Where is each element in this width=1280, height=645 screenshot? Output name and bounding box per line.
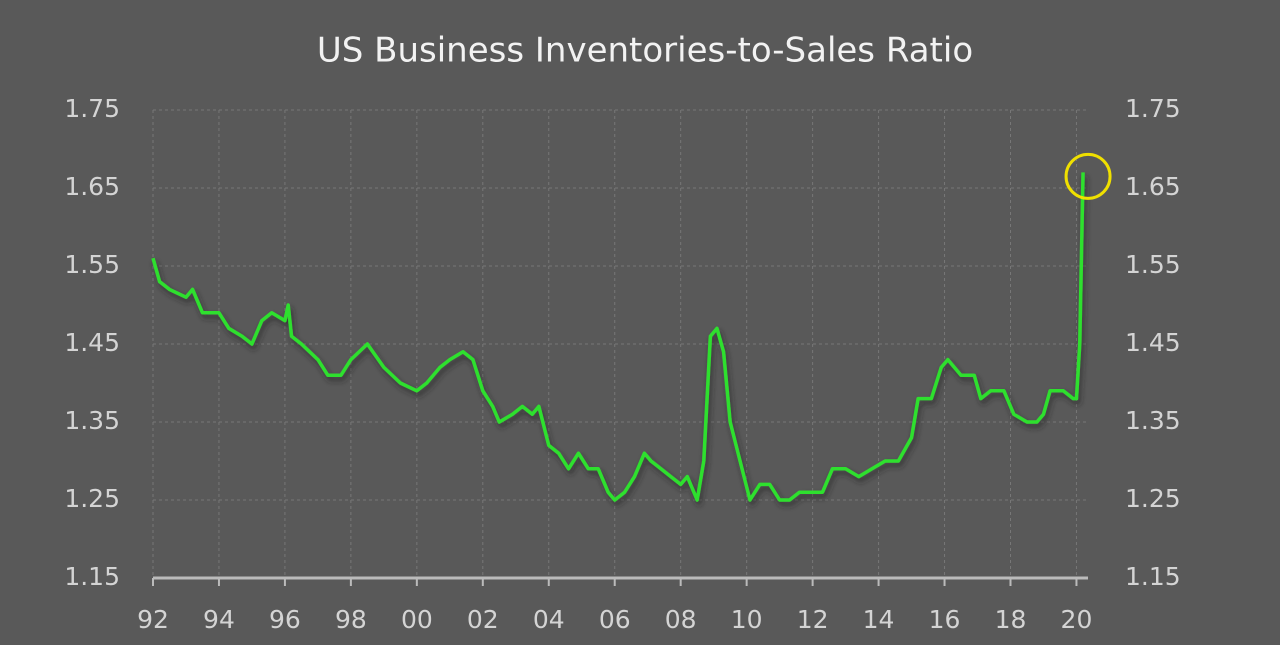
y-tick-label: 1.15 [64, 562, 120, 591]
y2-tick-label: 1.65 [1125, 172, 1181, 201]
y2-tick-label: 1.15 [1125, 562, 1181, 591]
x-tick-label: 04 [533, 605, 565, 634]
y-tick-label: 1.55 [64, 250, 120, 279]
highlight-circle [1064, 152, 1112, 200]
x-tick-label: 00 [401, 605, 433, 634]
x-tick-label: 10 [731, 605, 763, 634]
y-tick-label: 1.45 [64, 328, 120, 357]
y-tick-label: 1.65 [64, 172, 120, 201]
x-tick-label: 06 [599, 605, 631, 634]
y2-tick-label: 1.55 [1125, 250, 1181, 279]
x-tick-label: 12 [797, 605, 829, 634]
x-tick-label: 18 [995, 605, 1027, 634]
y2-tick-label: 1.75 [1125, 94, 1181, 123]
x-tick-label: 94 [203, 605, 235, 634]
y-tick-label: 1.75 [64, 94, 120, 123]
y-tick-label: 1.35 [64, 406, 120, 435]
x-tick-label: 16 [929, 605, 961, 634]
x-tick-label: 92 [137, 605, 169, 634]
y2-tick-label: 1.45 [1125, 328, 1181, 357]
x-tick-label: 98 [335, 605, 367, 634]
x-tick-label: 20 [1061, 605, 1093, 634]
y2-tick-label: 1.25 [1125, 484, 1181, 513]
x-tick-label: 96 [269, 605, 301, 634]
x-tick-label: 02 [467, 605, 499, 634]
x-tick-label: 14 [863, 605, 895, 634]
y-tick-label: 1.25 [64, 484, 120, 513]
chart-title: US Business Inventories-to-Sales Ratio [317, 31, 973, 71]
x-tick-label: 08 [665, 605, 697, 634]
data-line [151, 172, 1085, 502]
y2-tick-label: 1.35 [1125, 406, 1181, 435]
